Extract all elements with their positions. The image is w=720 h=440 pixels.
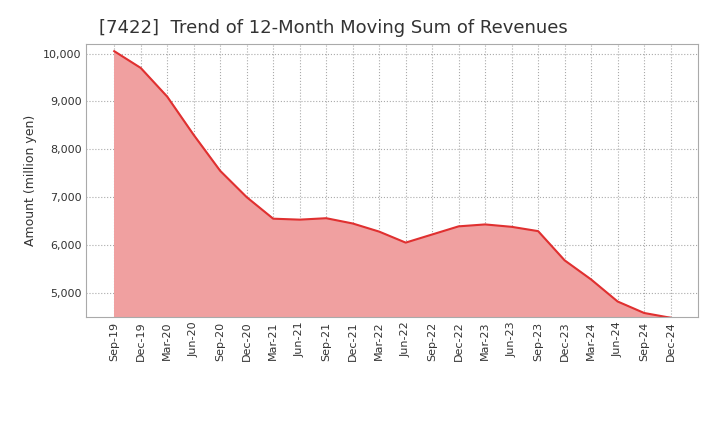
Y-axis label: Amount (million yen): Amount (million yen) [24,115,37,246]
Text: [7422]  Trend of 12-Month Moving Sum of Revenues: [7422] Trend of 12-Month Moving Sum of R… [99,19,567,37]
